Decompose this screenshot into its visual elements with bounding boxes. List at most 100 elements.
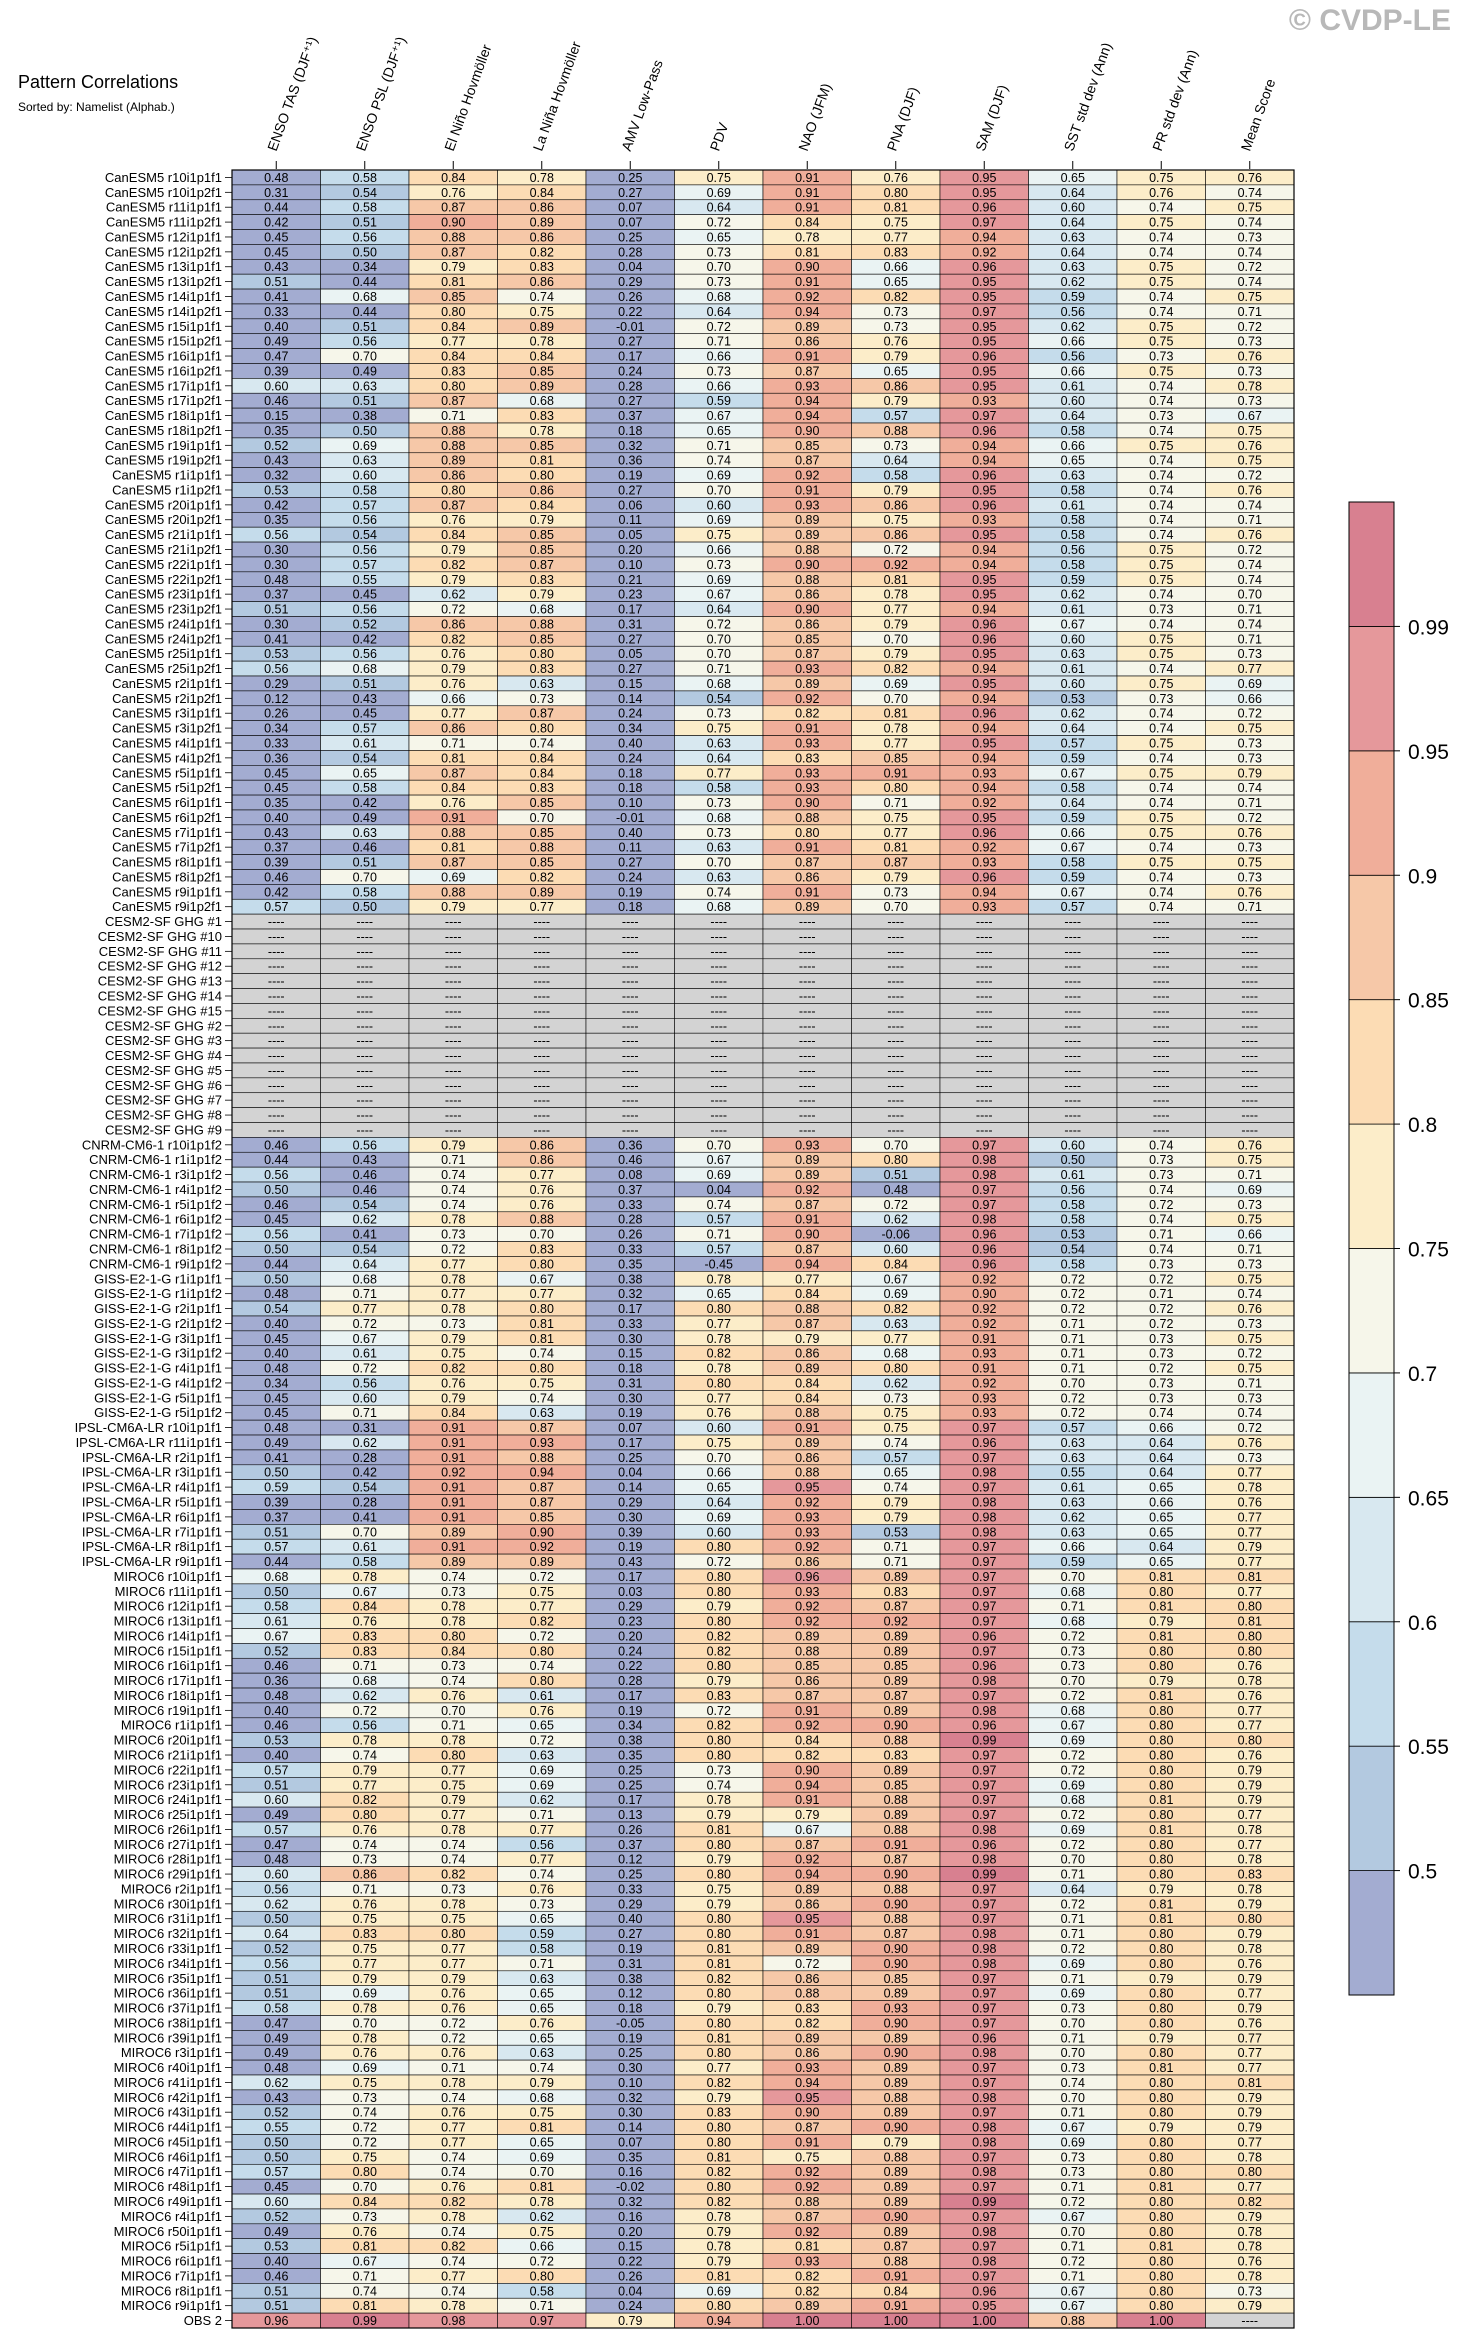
cell-value: 0.79	[884, 394, 908, 408]
cell-value: ----	[976, 1123, 993, 1137]
cell-value: 0.83	[795, 751, 819, 765]
cell-value: 0.57	[353, 722, 377, 736]
cell-value: 0.70	[530, 2165, 554, 2179]
cell-value: 0.96	[972, 1629, 996, 1643]
cell-value: 0.67	[707, 588, 731, 602]
cell-value: 0.74	[353, 2284, 377, 2298]
cell-value: 0.93	[795, 766, 819, 780]
cell-value: 0.87	[795, 856, 819, 870]
cell-value: 0.71	[1238, 305, 1262, 319]
cell-value: 0.80	[530, 647, 554, 661]
cell-value: ----	[1064, 1019, 1081, 1033]
cell-value: 0.86	[530, 275, 554, 289]
cell-value: 0.81	[795, 245, 819, 259]
cell-value: 0.79	[441, 1138, 465, 1152]
cell-value: 0.81	[530, 1317, 554, 1331]
cell-value: 0.72	[707, 216, 731, 230]
cell-value: 0.88	[884, 2255, 908, 2269]
cell-value: 0.37	[264, 1510, 288, 1524]
cell-value: ----	[445, 1064, 462, 1078]
cell-value: 0.25	[618, 1778, 642, 1792]
cell-value: 0.71	[441, 2061, 465, 2075]
cell-value: 0.61	[530, 1689, 554, 1703]
cell-value: 0.96	[972, 707, 996, 721]
cell-value: 0.57	[707, 1243, 731, 1257]
cell-value: 0.65	[1149, 1510, 1173, 1524]
cell-value: 0.70	[1238, 588, 1262, 602]
row-label: MIROC6 r47i1p1f1	[114, 2164, 222, 2179]
row-label: MIROC6 r27i1p1f1	[114, 1837, 222, 1852]
cell-value: 0.64	[707, 751, 731, 765]
cell-value: 0.92	[795, 2225, 819, 2239]
cell-value: 0.71	[1061, 1927, 1085, 1941]
cell-value: 0.63	[353, 454, 377, 468]
cell-value: 0.82	[441, 2195, 465, 2209]
cell-value: 0.50	[264, 1585, 288, 1599]
cell-value: 0.84	[884, 2284, 908, 2298]
cell-value: ----	[445, 1123, 462, 1137]
cell-value: 0.31	[618, 1376, 642, 1390]
cell-value: ----	[1064, 989, 1081, 1003]
cell-value: 0.94	[972, 439, 996, 453]
cell-value: 0.62	[441, 588, 465, 602]
cell-value: 0.91	[795, 350, 819, 364]
cell-value: 0.68	[1061, 1585, 1085, 1599]
cell-value: 0.97	[972, 1615, 996, 1629]
cell-value: 0.73	[707, 364, 731, 378]
cell-value: 0.79	[1238, 2299, 1262, 2313]
cell-value: 0.69	[707, 469, 731, 483]
cell-value: 0.72	[707, 1704, 731, 1718]
cell-value: 0.72	[1149, 1302, 1173, 1316]
cell-value: 0.90	[795, 558, 819, 572]
cell-value: 0.97	[972, 1600, 996, 1614]
cell-value: 0.08	[618, 1168, 642, 1182]
cell-value: 0.97	[972, 1749, 996, 1763]
cell-value: 0.80	[707, 1615, 731, 1629]
cell-value: 0.77	[441, 2121, 465, 2135]
cell-value: 0.77	[1238, 2046, 1262, 2060]
cell-value: 0.70	[530, 1228, 554, 1242]
cell-value: 0.80	[1149, 1763, 1173, 1777]
cell-value: 0.61	[353, 736, 377, 750]
cell-value: 0.86	[884, 379, 908, 393]
cell-value: 0.73	[441, 1659, 465, 1673]
cell-value: 0.70	[707, 483, 731, 497]
row-label: MIROC6 r10i1p1f1	[114, 1569, 222, 1584]
cell-value: 0.92	[972, 1272, 996, 1286]
cell-value: 0.10	[618, 2076, 642, 2090]
cell-value: 0.24	[618, 751, 642, 765]
cell-value: 0.93	[795, 781, 819, 795]
cell-value: ----	[445, 930, 462, 944]
cell-value: 0.80	[884, 186, 908, 200]
cell-value: 0.24	[618, 707, 642, 721]
cell-value: 0.75	[1238, 424, 1262, 438]
cell-value: 0.52	[353, 617, 377, 631]
cell-value: 0.68	[1061, 1793, 1085, 1807]
cell-value: 0.81	[1149, 1823, 1173, 1837]
cell-value: 0.80	[707, 1734, 731, 1748]
cell-value: ----	[799, 1109, 816, 1123]
cell-value: 0.72	[441, 603, 465, 617]
cell-value: 0.80	[1238, 1629, 1262, 1643]
row-label: MIROC6 r15i1p1f1	[114, 1643, 222, 1658]
row-label: CNRM-CM6-1 r8i1p1f2	[89, 1242, 222, 1257]
cell-value: 0.85	[884, 751, 908, 765]
row-label: CanESM5 r3i1p2f1	[112, 721, 222, 736]
cell-value: 0.71	[1238, 900, 1262, 914]
cell-value: 0.91	[795, 1213, 819, 1227]
cell-value: 0.69	[530, 2150, 554, 2164]
cell-value: ----	[356, 975, 373, 989]
cell-value: ----	[445, 1109, 462, 1123]
cell-value: ----	[976, 1064, 993, 1078]
cell-value: 0.73	[1061, 2061, 1085, 2075]
cell-value: ----	[622, 1019, 639, 1033]
cell-value: 0.34	[353, 260, 377, 274]
cell-value: 0.86	[884, 498, 908, 512]
cell-value: 0.91	[441, 811, 465, 825]
cell-value: ----	[1241, 1034, 1258, 1048]
row-label: CanESM5 r23i1p1f1	[105, 587, 222, 602]
cell-value: 0.43	[264, 2091, 288, 2105]
cell-value: 0.35	[264, 796, 288, 810]
cell-value: 0.79	[441, 260, 465, 274]
cell-value: 0.58	[1061, 483, 1085, 497]
